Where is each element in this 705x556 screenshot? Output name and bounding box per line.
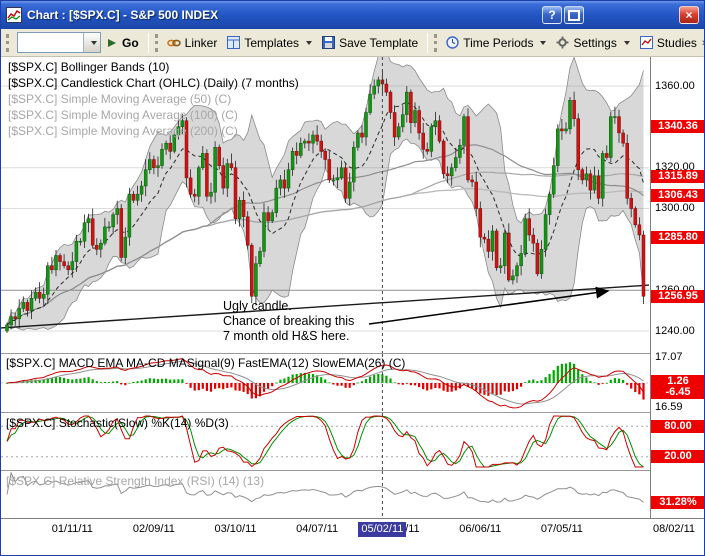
toolbar-grip[interactable] bbox=[434, 33, 438, 52]
rsi-canvas[interactable] bbox=[1, 471, 650, 518]
save-template-button[interactable]: Save Template bbox=[317, 34, 423, 52]
date-label: 03/10/11 bbox=[214, 523, 257, 535]
macd-scale-tick: 17.07 bbox=[655, 350, 683, 363]
panel-separator bbox=[1, 353, 650, 354]
stochastic-canvas[interactable] bbox=[1, 413, 650, 470]
time-periods-button[interactable]: Time Periods bbox=[441, 34, 551, 52]
macd-flag: -6.45 bbox=[651, 386, 704, 400]
templates-button[interactable]: Templates bbox=[222, 34, 317, 52]
legend-sma100[interactable]: [$SPX.C] Simple Moving Average (100) (C) bbox=[8, 108, 238, 122]
go-button[interactable]: Go bbox=[101, 34, 144, 52]
date-label: 07/05/11 bbox=[540, 523, 583, 535]
panel-separator bbox=[1, 518, 704, 519]
price-flag: 1306.43 bbox=[651, 188, 704, 202]
stoch-flag: 80.00 bbox=[651, 419, 704, 433]
panel-separator bbox=[1, 412, 650, 413]
chevron-down-icon bbox=[306, 40, 313, 45]
legend-bollinger[interactable]: [$SPX.C] Bollinger Bands (10) bbox=[8, 60, 170, 74]
price-flag: 1256.95 bbox=[651, 289, 704, 303]
go-icon bbox=[108, 38, 116, 47]
toolbar-grip[interactable] bbox=[6, 33, 9, 52]
chevron-down-icon bbox=[540, 40, 547, 45]
studies-button[interactable]: Studies bbox=[635, 34, 702, 52]
rsi-flag: 31.28% bbox=[651, 496, 704, 509]
toolbar-separator bbox=[427, 32, 429, 53]
close-button[interactable]: × bbox=[679, 6, 699, 24]
pin-icon bbox=[568, 9, 580, 21]
price-tick: 1240.00 bbox=[655, 324, 695, 337]
axis-border bbox=[650, 57, 651, 518]
legend-sma50[interactable]: [$SPX.C] Simple Moving Average (50) (C) bbox=[8, 92, 232, 106]
date-axis bbox=[1, 519, 704, 543]
stoch-label[interactable]: [$SPX.C] Stochastic(Slow) %K(14) %D(3) bbox=[6, 416, 229, 430]
date-label: 04/07/11 bbox=[296, 523, 339, 535]
window-title: Chart : [$SPX.C] - S&P 500 INDEX bbox=[27, 8, 219, 22]
stoch-flag: 20.00 bbox=[651, 450, 704, 464]
price-tick: 1300.00 bbox=[655, 202, 695, 214]
toolbar: Go Linker Templates Save Template Time P… bbox=[1, 29, 704, 57]
macd-scale-tick: 16.59 bbox=[655, 401, 683, 414]
price-flag: 1315.89 bbox=[651, 169, 704, 183]
date-label: 01/11/11 bbox=[51, 523, 93, 535]
price-tick: 1360.00 bbox=[655, 79, 695, 92]
macd-flag: 1.26 bbox=[651, 374, 704, 388]
toolbar-overflow-chevron[interactable]: » bbox=[702, 37, 704, 49]
symbol-input[interactable] bbox=[18, 33, 83, 52]
chevron-down-icon bbox=[90, 40, 97, 45]
help-icon: ? bbox=[548, 8, 556, 22]
macd-label[interactable]: [$SPX.C] MACD EMA MA-CD MASignal(9) Fast… bbox=[6, 356, 406, 370]
chevron-down-icon bbox=[623, 40, 630, 45]
clock-icon bbox=[446, 36, 459, 49]
chart-annotation: Ugly candle. Chance of breaking this 7 m… bbox=[223, 299, 355, 343]
close-icon: × bbox=[685, 8, 693, 22]
pin-button[interactable] bbox=[564, 6, 584, 24]
price-flag: 1285.80 bbox=[651, 231, 704, 244]
gear-icon bbox=[556, 36, 569, 49]
macd-canvas[interactable] bbox=[1, 354, 650, 412]
settings-button[interactable]: Settings bbox=[551, 34, 634, 52]
linker-button[interactable]: Linker bbox=[162, 34, 223, 52]
combo-dropdown-button[interactable] bbox=[83, 33, 100, 52]
window-icon bbox=[6, 7, 22, 23]
title-bar[interactable]: Chart : [$SPX.C] - S&P 500 INDEX ? × bbox=[1, 1, 704, 29]
chain-icon bbox=[166, 39, 181, 46]
legend-candlestick[interactable]: [$SPX.C] Candlestick Chart (OHLC) (Daily… bbox=[8, 76, 299, 90]
studies-icon bbox=[639, 36, 653, 49]
templates-icon bbox=[227, 36, 241, 49]
toolbar-grip[interactable] bbox=[154, 33, 158, 52]
date-label-right: 08/02/11 bbox=[653, 523, 696, 535]
panel-separator bbox=[1, 470, 650, 471]
save-icon bbox=[322, 36, 336, 49]
toolbar-separator bbox=[147, 32, 149, 53]
date-label: 02/09/11 bbox=[132, 523, 175, 535]
price-flag: 1340.36 bbox=[651, 119, 704, 133]
help-button[interactable]: ? bbox=[542, 6, 562, 24]
legend-sma200[interactable]: [$SPX.C] Simple Moving Average (200) (C) bbox=[8, 124, 238, 138]
date-label: 06/06/11 bbox=[459, 523, 502, 535]
date-highlight: 05/02/11 bbox=[358, 522, 407, 537]
rsi-label[interactable]: [$SPX.C] Relative Strength Index (RSI) (… bbox=[6, 474, 265, 488]
symbol-combo bbox=[17, 32, 101, 53]
main-chart-canvas[interactable] bbox=[1, 57, 650, 353]
